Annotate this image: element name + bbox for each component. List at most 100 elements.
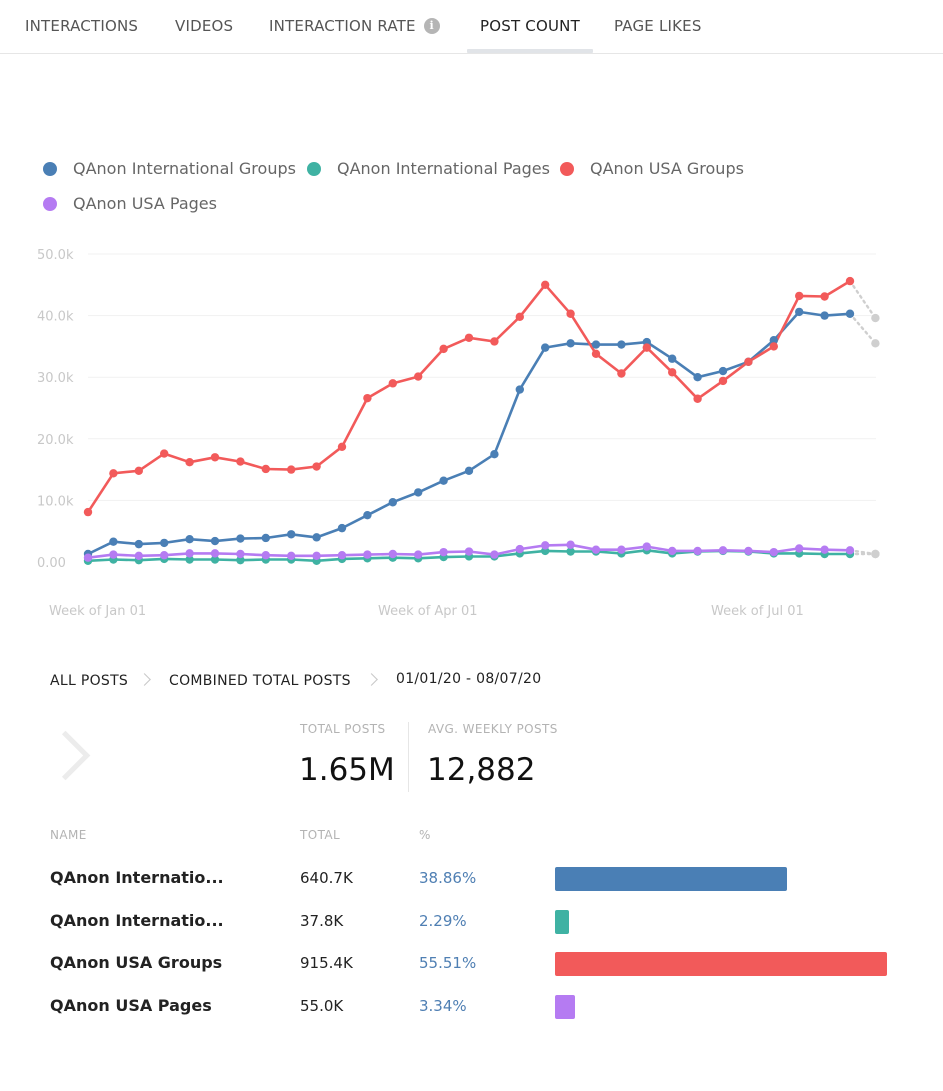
data-point[interactable]: [109, 537, 118, 546]
data-point[interactable]: [769, 336, 778, 345]
data-point[interactable]: [693, 373, 702, 382]
data-point[interactable]: [693, 546, 702, 556]
data-point[interactable]: [515, 312, 524, 322]
data-point[interactable]: [617, 340, 626, 349]
data-point[interactable]: [414, 550, 423, 559]
data-point[interactable]: [795, 291, 804, 301]
data-point[interactable]: [668, 354, 677, 363]
data-point[interactable]: [820, 311, 829, 320]
data-point[interactable]: [515, 385, 524, 394]
breadcrumb-combined-total-posts[interactable]: COMBINED TOTAL POSTS: [169, 673, 351, 689]
data-point[interactable]: [795, 307, 804, 317]
data-point[interactable]: [464, 466, 474, 476]
tab-interaction-rate[interactable]: INTERACTION RATE i: [269, 0, 440, 52]
data-point[interactable]: [668, 368, 677, 377]
data-point[interactable]: [490, 337, 499, 346]
data-point[interactable]: [185, 458, 194, 467]
data-point[interactable]: [287, 551, 296, 561]
data-point[interactable]: [337, 523, 347, 533]
data-point[interactable]: [820, 545, 829, 554]
data-point[interactable]: [160, 449, 169, 458]
tab-videos[interactable]: VIDEOS: [175, 17, 234, 35]
data-point[interactable]: [236, 549, 245, 559]
data-point[interactable]: [388, 379, 397, 388]
tab-post-count[interactable]: POST COUNT: [467, 0, 593, 53]
data-point[interactable]: [160, 551, 169, 560]
data-point[interactable]: [210, 555, 220, 564]
data-point[interactable]: [566, 339, 575, 348]
data-point[interactable]: [134, 466, 143, 476]
data-point[interactable]: [134, 539, 143, 549]
row-name[interactable]: QAnon USA Groups: [50, 953, 223, 972]
data-point[interactable]: [439, 476, 448, 485]
data-point[interactable]: [591, 340, 601, 349]
data-point[interactable]: [845, 309, 855, 318]
row-name[interactable]: QAnon Internatio...: [50, 911, 224, 930]
data-point[interactable]: [566, 540, 575, 549]
data-point[interactable]: [617, 369, 626, 378]
data-point[interactable]: [185, 535, 194, 544]
data-point[interactable]: [312, 551, 321, 561]
info-icon[interactable]: i: [423, 18, 440, 34]
data-point[interactable]: [83, 507, 93, 517]
data-point[interactable]: [185, 555, 194, 564]
data-point[interactable]: [236, 457, 245, 466]
data-point[interactable]: [388, 498, 397, 507]
data-point[interactable]: [769, 547, 778, 557]
data-point[interactable]: [363, 510, 372, 520]
data-point[interactable]: [439, 547, 448, 557]
data-point[interactable]: [185, 549, 194, 558]
data-point[interactable]: [287, 530, 296, 539]
data-point[interactable]: [236, 555, 245, 565]
legend-item-usa-pages[interactable]: QAnon USA Pages: [43, 193, 217, 215]
data-point[interactable]: [160, 538, 169, 548]
data-point[interactable]: [464, 547, 474, 556]
data-point[interactable]: [337, 551, 347, 560]
data-point[interactable]: [541, 280, 550, 289]
data-point[interactable]: [109, 550, 118, 559]
breadcrumb-all-posts[interactable]: ALL POSTS: [50, 673, 129, 689]
data-point[interactable]: [718, 546, 728, 555]
data-point[interactable]: [566, 309, 575, 318]
data-point[interactable]: [210, 549, 220, 558]
projection-point[interactable]: [871, 549, 880, 559]
data-point[interactable]: [337, 442, 347, 452]
data-point[interactable]: [515, 544, 524, 554]
data-point[interactable]: [591, 545, 601, 554]
data-point[interactable]: [541, 343, 550, 352]
data-point[interactable]: [668, 546, 677, 556]
row-name[interactable]: QAnon USA Pages: [50, 996, 212, 1015]
data-point[interactable]: [134, 551, 143, 561]
data-point[interactable]: [83, 553, 93, 562]
data-point[interactable]: [566, 547, 575, 556]
data-point[interactable]: [642, 343, 651, 352]
projection-point[interactable]: [871, 313, 880, 323]
data-point[interactable]: [287, 465, 296, 474]
data-point[interactable]: [769, 342, 778, 351]
data-point[interactable]: [236, 534, 245, 543]
data-point[interactable]: [845, 546, 855, 555]
data-point[interactable]: [261, 464, 270, 474]
data-point[interactable]: [744, 357, 753, 366]
data-point[interactable]: [261, 533, 270, 543]
data-point[interactable]: [388, 549, 397, 559]
data-point[interactable]: [312, 533, 321, 542]
data-point[interactable]: [490, 550, 499, 559]
legend-item-international-groups[interactable]: QAnon International Groups: [43, 158, 296, 180]
row-name[interactable]: QAnon Internatio...: [50, 868, 224, 887]
data-point[interactable]: [414, 372, 423, 381]
legend-item-international-pages[interactable]: QAnon International Pages: [307, 158, 550, 180]
projection-point[interactable]: [871, 339, 880, 348]
data-point[interactable]: [490, 450, 499, 459]
data-point[interactable]: [439, 344, 448, 354]
tab-page-likes[interactable]: PAGE LIKES: [614, 17, 702, 35]
data-point[interactable]: [414, 488, 423, 497]
data-point[interactable]: [617, 545, 626, 554]
chevron-right-icon[interactable]: [40, 730, 91, 781]
data-point[interactable]: [363, 550, 372, 559]
data-point[interactable]: [591, 349, 601, 358]
data-point[interactable]: [541, 541, 550, 550]
data-point[interactable]: [642, 542, 651, 551]
data-point[interactable]: [718, 376, 728, 386]
data-point[interactable]: [845, 276, 855, 286]
